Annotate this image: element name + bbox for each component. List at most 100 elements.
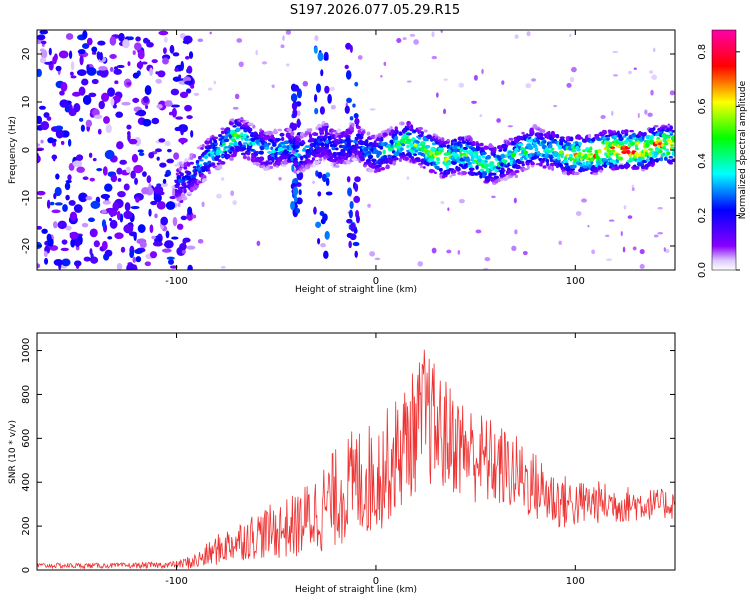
ridge-blob <box>281 145 288 149</box>
ridge-blob <box>390 129 395 134</box>
ridge-blob <box>560 154 564 159</box>
ridge-blob <box>269 165 274 170</box>
ridge-blob <box>521 131 525 135</box>
noise-blob <box>473 74 478 81</box>
ridge-blob <box>198 159 204 162</box>
ridge-blob <box>461 136 465 142</box>
noise-blob <box>484 256 491 262</box>
noise-blob <box>151 117 160 125</box>
ridge-blob <box>326 132 330 136</box>
noise-blob <box>67 138 72 147</box>
ridge-blob <box>468 167 475 172</box>
ridge-blob <box>420 131 424 136</box>
noise-blob <box>669 90 675 96</box>
noise-blob <box>162 178 167 184</box>
ridge-blob <box>537 140 541 145</box>
noise-blob <box>55 173 60 180</box>
noise-blob <box>184 56 190 60</box>
ridge-blob <box>671 138 675 143</box>
ridge-blob <box>423 129 428 133</box>
ridge-blob <box>341 152 347 156</box>
ridge-blob <box>653 124 659 128</box>
noise-blob <box>148 208 152 217</box>
ridge-blob <box>405 135 409 140</box>
noise-blob <box>80 124 85 132</box>
noise-blob <box>52 221 58 229</box>
noise-blob <box>171 236 179 240</box>
noise-blob <box>89 177 95 182</box>
noise-blob <box>39 48 45 52</box>
noise-blob <box>82 94 92 105</box>
ridge-blob <box>373 140 377 144</box>
ridge-blob <box>415 159 421 163</box>
ridge-blob <box>561 171 567 175</box>
noise-blob <box>167 148 172 153</box>
noise-blob <box>569 76 575 83</box>
ridge-blob <box>366 158 371 163</box>
ridge-blob <box>534 146 539 152</box>
ridge-blob <box>459 143 463 149</box>
ridge-blob <box>480 151 487 156</box>
snr-series-line <box>37 349 675 570</box>
ridge-blob <box>192 154 197 159</box>
ridge-blob <box>547 130 551 136</box>
noise-blob <box>90 256 99 264</box>
ridge-blob <box>476 158 483 163</box>
ridge-blob <box>226 154 231 159</box>
ridge-blob <box>183 166 188 170</box>
noise-blob <box>58 50 69 59</box>
ridge-blob <box>259 145 265 151</box>
noise-blob <box>142 118 152 127</box>
noise-blob <box>149 224 154 233</box>
ridge-blob <box>361 130 366 134</box>
noise-blob <box>443 78 448 81</box>
noise-blob <box>126 81 132 86</box>
noise-blob <box>54 125 64 131</box>
ridge-blob <box>501 169 506 172</box>
noise-blob <box>649 70 654 74</box>
ridge-blob <box>520 156 523 161</box>
ridge-blob <box>375 167 382 173</box>
noise-blob <box>131 153 139 163</box>
ridge-blob <box>327 149 332 152</box>
ridge-blob <box>323 147 329 150</box>
noise-blob <box>329 86 336 92</box>
ridge-blob <box>246 152 250 156</box>
streak-blob <box>348 209 353 219</box>
noise-blob <box>72 91 81 97</box>
ridge-blob <box>286 145 290 151</box>
noise-blob <box>513 197 517 204</box>
noise-blob <box>104 183 113 192</box>
ridge-blob <box>423 138 429 142</box>
ridge-blob <box>479 142 484 147</box>
noise-blob <box>44 257 49 265</box>
noise-blob <box>440 200 445 205</box>
ridge-blob <box>383 132 388 137</box>
ridge-blob <box>198 155 202 160</box>
noise-blob <box>164 240 174 249</box>
ridge-blob <box>553 151 560 157</box>
noise-blob <box>606 258 612 262</box>
ridge-blob <box>406 132 412 136</box>
noise-blob <box>132 256 136 263</box>
ridge-blob <box>597 137 601 140</box>
ridge-blob <box>526 165 530 170</box>
noise-blob <box>230 190 235 197</box>
snr-panel: -100 0 100 0 200 400 600 800 1000 Height of str… <box>8 332 676 595</box>
noise-blob <box>525 83 532 89</box>
x-tick-label: 100 <box>566 276 585 287</box>
noise-blob <box>178 137 188 144</box>
y-tick-label: 600 <box>21 429 32 448</box>
ridge-blob <box>329 143 333 148</box>
ridge-blob <box>488 143 493 148</box>
ridge-blob <box>332 143 338 148</box>
noise-blob <box>440 30 443 34</box>
noise-blob <box>52 56 57 65</box>
noise-blob <box>76 154 84 161</box>
noise-blob <box>165 201 176 210</box>
noise-blob <box>367 203 371 208</box>
noise-blob <box>402 37 407 41</box>
ridge-blob <box>523 150 529 155</box>
noise-blob <box>172 187 176 198</box>
ridge-blob <box>353 139 357 144</box>
